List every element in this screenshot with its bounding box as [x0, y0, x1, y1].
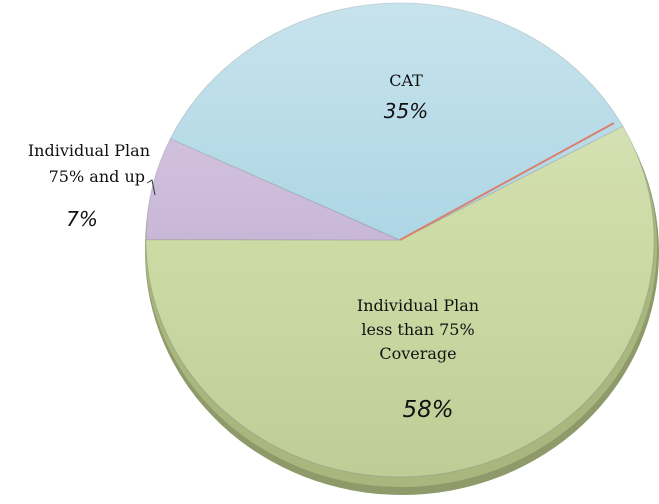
slice-label-individual-lt75-line3: Coverage: [379, 344, 456, 363]
slice-percent-cat: 35%: [384, 99, 428, 123]
slice-percent-individual-lt75: 58%: [402, 397, 453, 423]
slice-label-individual-lt75-line1: Individual Plan: [357, 296, 479, 315]
boundary-line: [399, 122, 615, 241]
slice-percent-individual-75up: 7%: [66, 207, 98, 231]
slice-label-individual-75up-line2: 75% and up: [49, 167, 145, 186]
slice-label-individual-lt75-line2: less than 75%: [361, 320, 474, 339]
slice-label-cat: CAT: [389, 71, 423, 90]
slice-label-individual-75up-line1: Individual Plan: [28, 141, 150, 160]
leader-line: [146, 179, 156, 196]
